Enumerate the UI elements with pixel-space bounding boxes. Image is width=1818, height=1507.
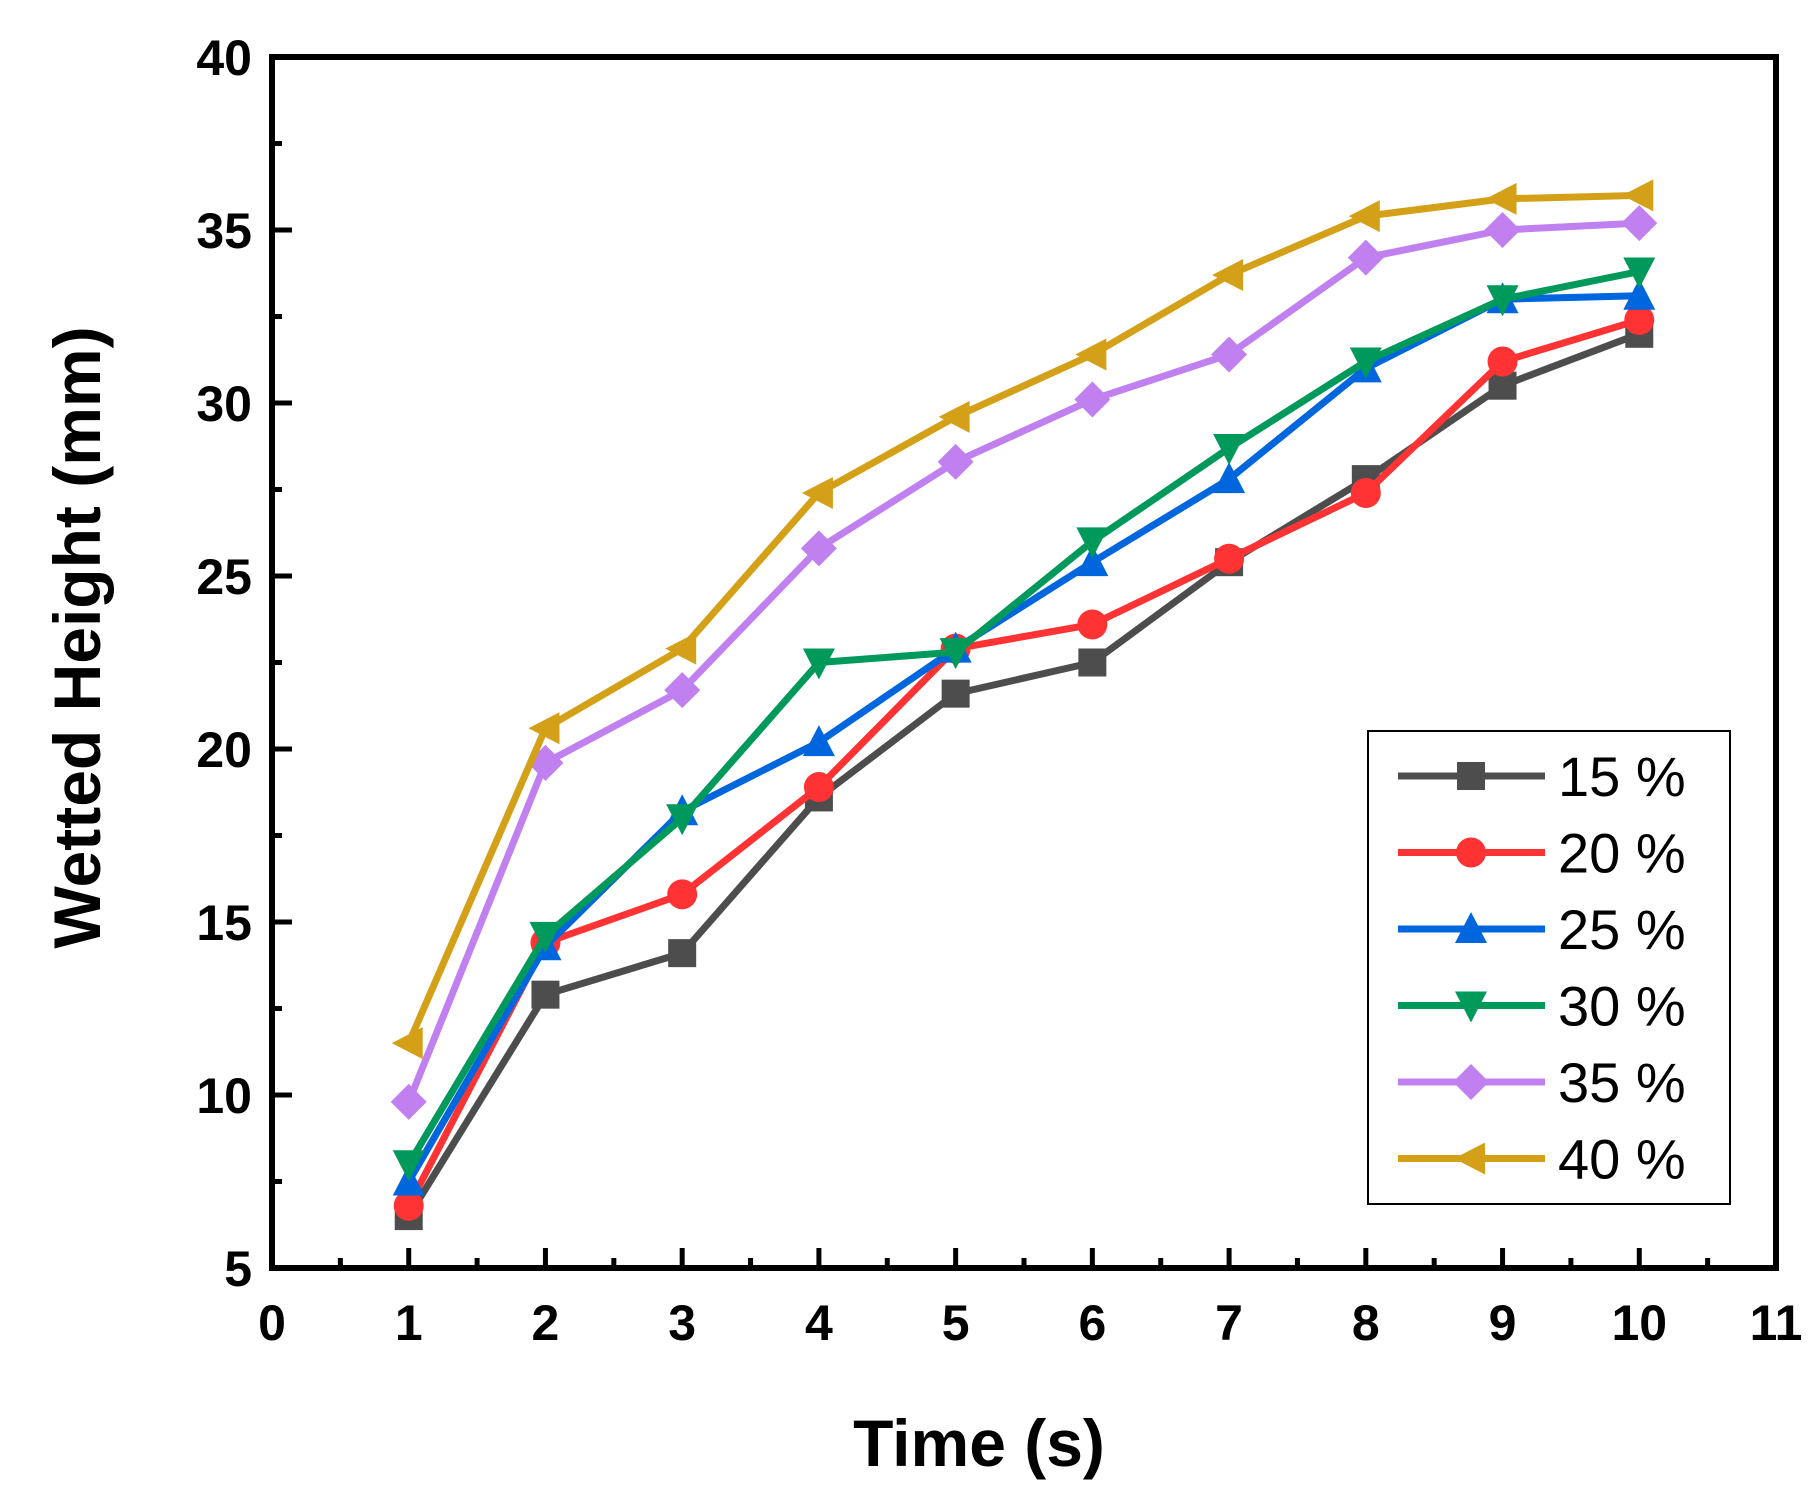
x-tick-label: 3 [668,1295,696,1351]
y-tick-label: 30 [196,376,252,432]
data-point [390,1083,427,1120]
series-5 [391,179,1654,1060]
data-point [393,1190,424,1221]
data-point [1347,239,1384,276]
data-point [939,638,972,670]
series-3 [392,257,1656,1182]
data-point [391,1027,423,1060]
data-point [1076,527,1109,559]
y-tick-label: 15 [196,895,252,951]
series-line [405,330,1641,1218]
data-point [1078,648,1107,677]
data-point [1074,381,1111,418]
legend-swatch-marker [1455,991,1487,1023]
data-point [1214,543,1245,574]
legend-swatch-marker [1456,837,1486,868]
series-line [405,191,1640,1045]
legend-label: 35 % [1558,1051,1686,1114]
x-tick-label: 11 [1750,1295,1803,1351]
x-tick-label: 2 [532,1295,560,1351]
data-point [1211,336,1248,373]
data-point [1348,200,1380,233]
data-point [531,980,560,1009]
legend-item: 40 % [1398,1128,1686,1191]
data-point [1623,278,1656,310]
x-tick-label: 5 [942,1295,970,1351]
data-point [1621,205,1658,242]
y-tick-label: 20 [196,722,252,778]
y-tick-label: 10 [196,1068,252,1124]
x-tick-label: 1 [395,1295,423,1351]
data-point [800,530,837,567]
x-tick-label: 6 [1078,1295,1106,1351]
legend-swatch-marker [1454,1142,1485,1175]
data-point [803,772,834,803]
x-tick-label: 10 [1611,1295,1667,1351]
x-axis-title: Time (s) [853,1406,1105,1480]
data-point [528,712,560,745]
legend-label: 20 % [1558,822,1686,885]
data-point [1077,609,1108,640]
series-layer [390,179,1658,1231]
x-tick-label: 7 [1215,1295,1243,1351]
y-tick-label: 40 [196,30,252,86]
legend-swatch-marker [1455,912,1487,943]
data-point [667,879,698,910]
y-axis-title: Wetted Height (mm) [40,326,114,948]
data-point [1485,182,1517,215]
legend-label: 25 % [1558,898,1686,961]
x-tick-label: 8 [1352,1295,1380,1351]
data-point [392,1150,425,1182]
data-point [1075,338,1107,371]
legend-item: 30 % [1398,975,1686,1038]
y-tick-label: 25 [196,549,252,605]
data-point [1623,257,1656,289]
legend-label: 15 % [1558,745,1686,808]
data-point [1350,477,1381,508]
legend-label: 40 % [1558,1128,1686,1191]
series-line [405,219,1640,1104]
data-point [802,648,835,680]
data-point [666,804,699,836]
data-point [1486,285,1519,317]
data-point [937,443,974,480]
y-tick-label: 5 [224,1241,252,1297]
data-point [802,725,835,757]
data-point [938,400,970,433]
series-4 [390,205,1658,1120]
legend: 15 % 20 % 25 % 30 % 35 % 40 % [1367,730,1731,1205]
data-point [1349,347,1382,379]
data-point [529,921,562,953]
data-point [1487,346,1518,377]
x-tick-label: 4 [805,1295,833,1351]
series-line [405,268,1640,1166]
legend-item: 15 % [1398,745,1686,808]
data-point [1622,179,1654,212]
x-tick-label: 0 [258,1295,286,1351]
data-point [1213,462,1246,494]
data-point [1484,212,1521,248]
legend-box [1367,730,1731,1205]
legend-label: 30 % [1558,975,1686,1038]
data-point [801,476,833,509]
data-point [1213,433,1246,465]
data-point [664,672,701,709]
axis-layer: 0 1 2 3 4 5 6 7 8 9 10 11 5 10 15 20 25 30 35 40 [196,30,1802,1351]
data-point [1076,545,1109,577]
data-point [1624,304,1655,335]
legend-swatch-marker [1457,762,1485,790]
y-tick-label: 35 [196,203,252,259]
legend-item: 25 % [1398,898,1686,961]
series-line [405,316,1641,1208]
x-tick-label: 9 [1489,1295,1517,1351]
data-point [665,632,697,665]
data-point [1212,258,1244,291]
data-point [668,939,697,968]
legend-item: 35 % [1398,1051,1686,1114]
legend-item: 20 % [1398,822,1686,885]
legend-swatch-marker [1453,1064,1489,1100]
data-point [941,679,970,708]
